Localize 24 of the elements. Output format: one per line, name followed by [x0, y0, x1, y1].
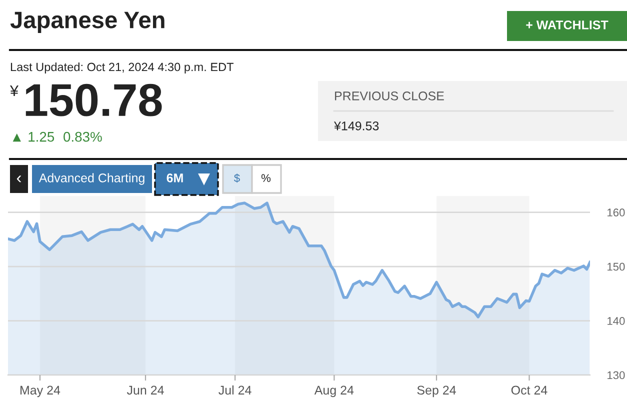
text: PREVIOUS CLOSE: [335, 92, 444, 100]
text: 150.78: [26, 84, 162, 116]
text: 0.83%: [64, 132, 102, 142]
text: %: [261, 174, 271, 182]
y-tick-label: 140: [608, 317, 625, 325]
text: ¥149.53: [334, 122, 379, 130]
text: Advanced Charting: [38, 173, 144, 185]
x-tick-label: Sep 24: [417, 386, 456, 398]
x-tick-label: Jun 24: [126, 386, 164, 395]
text: ¥: [10, 85, 19, 96]
text: + WATCHLIST: [526, 20, 608, 30]
y-tick-label: 160: [608, 208, 625, 216]
y-tick-label: 150: [608, 262, 625, 271]
text: Last Updated: Oct 21, 2024 4:30 p.m. EDT: [10, 62, 234, 74]
x-tick-label: Oct 24: [511, 386, 548, 395]
text: ▲ 1.25: [12, 132, 54, 142]
x-tick-label: Aug 24: [314, 386, 354, 398]
x-tick-label: Jul 24: [218, 385, 252, 395]
text: ‹: [16, 176, 22, 182]
text: $: [234, 174, 240, 183]
text: 6M: [166, 174, 183, 182]
chart-title: Japanese Yen: [10, 12, 164, 34]
x-tick-label: May 24: [20, 386, 60, 398]
y-tick-label: 130: [608, 371, 625, 380]
